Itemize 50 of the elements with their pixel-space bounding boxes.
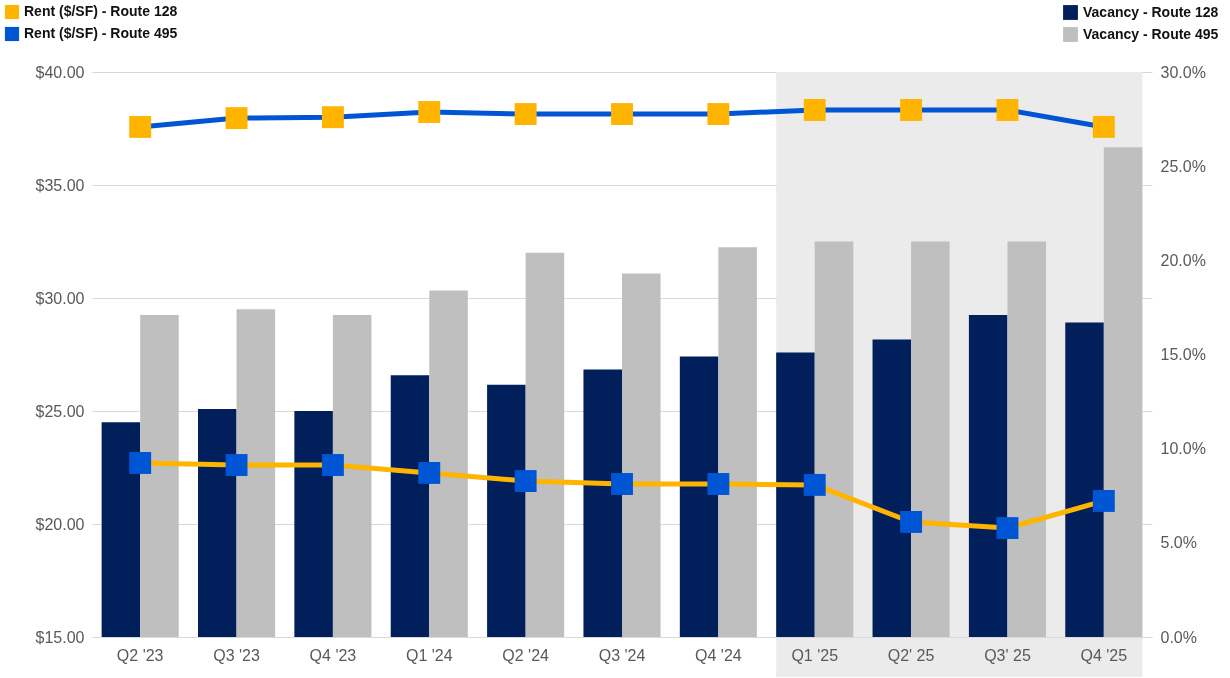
y2-tick-label: 0.0% bbox=[1160, 628, 1197, 646]
y2-tick-label: 5.0% bbox=[1160, 534, 1197, 552]
bar bbox=[776, 352, 815, 637]
bar bbox=[718, 247, 757, 637]
bar bbox=[911, 241, 950, 637]
legend-label: Rent ($/SF) - Route 495 bbox=[24, 25, 178, 41]
y-tick-label: $25.00 bbox=[35, 402, 85, 420]
bar bbox=[487, 384, 526, 637]
y-tick-label: $40.00 bbox=[35, 63, 85, 81]
y-tick-label: $15.00 bbox=[35, 628, 85, 646]
x-tick-label: Q4 '23 bbox=[309, 646, 357, 664]
bar bbox=[1007, 241, 1046, 637]
legend-label: Vacancy - Route 128 bbox=[1083, 3, 1219, 20]
bar bbox=[814, 241, 854, 637]
x-tick-label: Q2 '24 bbox=[502, 646, 550, 664]
y2-tick-label: 15.0% bbox=[1160, 346, 1206, 363]
x-tick-label: Q3 '24 bbox=[598, 646, 646, 664]
bar bbox=[583, 369, 622, 637]
bar bbox=[679, 356, 719, 637]
legend-label: Vacancy - Route 495 bbox=[1083, 25, 1219, 42]
bar bbox=[101, 422, 141, 637]
bar bbox=[525, 252, 565, 637]
y2-tick-label: 10.0% bbox=[1160, 440, 1206, 458]
bar bbox=[294, 411, 333, 637]
x-tick-label: Q1 '25 bbox=[791, 646, 839, 664]
bar bbox=[1103, 147, 1143, 637]
y-tick-label: $35.00 bbox=[35, 176, 85, 194]
y-tick-label: $20.00 bbox=[35, 515, 85, 533]
bar bbox=[390, 375, 430, 637]
y2-tick-label: 20.0% bbox=[1160, 251, 1206, 269]
x-tick-label: Q2' 25 bbox=[887, 646, 935, 664]
bar bbox=[198, 409, 237, 637]
bar bbox=[1065, 322, 1104, 637]
x-tick-label: Q4 '24 bbox=[695, 646, 742, 664]
bar bbox=[429, 290, 468, 637]
bar bbox=[236, 309, 276, 637]
x-tick-label: Q3' 25 bbox=[984, 646, 1031, 664]
x-tick-label: Q1 '24 bbox=[405, 646, 453, 664]
legend-label: Rent ($/SF) - Route 128 bbox=[24, 3, 178, 19]
bar bbox=[872, 339, 912, 637]
bar bbox=[622, 273, 661, 637]
bar bbox=[968, 314, 1008, 637]
bar bbox=[140, 314, 179, 637]
y-tick-label: $30.00 bbox=[35, 289, 85, 307]
y2-tick-label: 25.0% bbox=[1160, 157, 1206, 175]
x-tick-label: Q2 '23 bbox=[116, 646, 164, 664]
x-tick-label: Q3 '23 bbox=[213, 646, 260, 664]
x-tick-label: Q4 '25 bbox=[1080, 646, 1128, 664]
bar bbox=[332, 314, 372, 637]
y2-tick-label: 30.0% bbox=[1160, 63, 1206, 81]
